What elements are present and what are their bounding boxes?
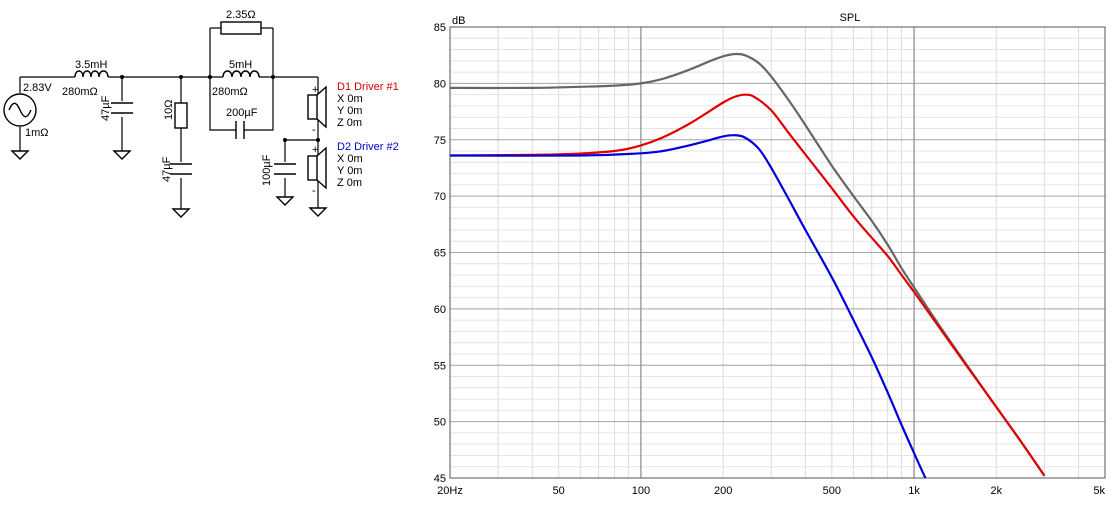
driver-1-y: Y 0m	[337, 105, 362, 117]
driver-1-name: D1 Driver #1	[337, 81, 399, 93]
junction-dots	[120, 75, 320, 142]
speaker-1-minus: -	[312, 124, 316, 136]
inductor-1-value: 3.5mH	[75, 59, 107, 71]
y-tick-label: 60	[434, 304, 446, 316]
x-tick-label: 50	[553, 485, 565, 497]
spl-series-line-3	[449, 134, 927, 479]
tick-layer: 45 50 55 60 65 70 75 80 85 20Hz 50 100 200 500 1k 2k 5k	[434, 22, 1106, 497]
plot-frame	[449, 26, 1106, 479]
driver-2-z: Z 0m	[337, 177, 362, 189]
y-tick-label: 80	[434, 78, 446, 90]
x-tick-label: 5k	[1093, 485, 1105, 497]
speaker-2-icon	[307, 146, 327, 190]
driver-1-z: Z 0m	[337, 117, 362, 129]
speaker-1-icon	[307, 85, 327, 129]
y-tick-label: 85	[434, 22, 446, 34]
chart-title: SPL	[840, 12, 861, 24]
source-voltage-label: 2.83V	[23, 82, 52, 94]
inductor-2-value: 5mH	[229, 59, 252, 71]
inductor-2-resistance: 280mΩ	[212, 86, 248, 98]
x-tick-label: 1k	[908, 485, 920, 497]
capacitor-1-value: 47µF	[100, 95, 112, 121]
speaker-2-minus: -	[312, 185, 316, 197]
capacitor-200-icon	[235, 121, 245, 139]
capacitor-200-value: 200µF	[226, 107, 258, 119]
y-tick-label: 55	[434, 360, 446, 372]
y-tick-label: 45	[434, 473, 446, 485]
series-layer	[449, 52, 1046, 479]
speaker-1-plus: +	[312, 84, 318, 96]
y-tick-label: 70	[434, 191, 446, 203]
x-tick-label: 500	[823, 485, 841, 497]
inductor-2-icon	[222, 70, 260, 78]
capacitor-100-value: 100µF	[261, 154, 273, 186]
spl-series-line-1	[449, 52, 1046, 477]
y-tick-label: 75	[434, 135, 446, 147]
capacitor-2-icon	[170, 163, 192, 175]
capacitor-1-icon	[111, 102, 133, 114]
capacitor-100-icon	[274, 163, 296, 175]
y-tick-label: 65	[434, 248, 446, 260]
x-tick-label: 2k	[990, 485, 1002, 497]
resistor-10-value: 10Ω	[163, 100, 175, 120]
voltage-source-icon	[3, 93, 37, 127]
y-tick-label: 50	[434, 417, 446, 429]
inductor-1-icon	[74, 70, 109, 78]
inductor-1-resistance: 280mΩ	[62, 86, 98, 98]
driver-2-x: X 0m	[337, 153, 363, 165]
driver-2-name: D2 Driver #2	[337, 141, 399, 153]
resistor-10-icon	[174, 102, 188, 129]
crossover-schematic: 2.83V 1mΩ 3.5mH 280mΩ 47µF 10Ω 47µF 2.35…	[3, 9, 399, 218]
y-axis-label: dB	[452, 15, 465, 27]
source-resistance-label: 1mΩ	[25, 127, 49, 139]
resistor-bridge-icon	[220, 21, 262, 35]
speaker-2-plus: +	[312, 144, 318, 156]
x-tick-label: 200	[714, 485, 732, 497]
ground-icon	[10, 150, 328, 218]
driver-1-x: X 0m	[337, 93, 363, 105]
x-tick-label: 100	[632, 485, 650, 497]
x-tick-label: 20Hz	[437, 485, 463, 497]
driver-2-y: Y 0m	[337, 165, 362, 177]
spl-series-line-2	[449, 93, 1046, 477]
resistor-bridge-value: 2.35Ω	[226, 9, 256, 21]
capacitor-2-value: 47µF	[161, 156, 173, 182]
